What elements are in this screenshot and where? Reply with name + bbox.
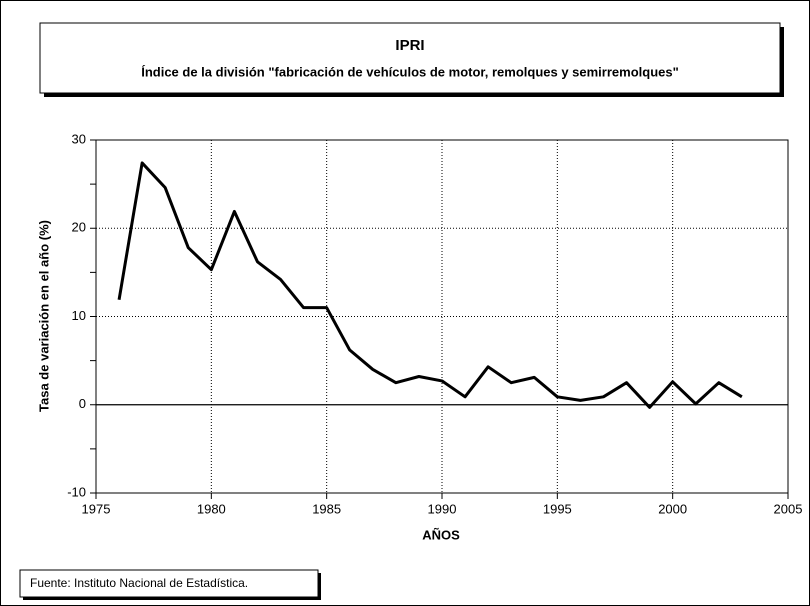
title-box [39, 22, 781, 94]
x-tick-label: 1975 [82, 501, 111, 516]
y-tick-label: 0 [79, 396, 86, 411]
chart-subtitle: Índice de la división "fabricación de ve… [141, 64, 679, 79]
y-tick-label: 10 [72, 308, 86, 323]
x-axis-label: AÑOS [422, 527, 460, 542]
x-tick-label: 1995 [543, 501, 572, 516]
y-axis-label: Tasa de variación en el año (%) [36, 220, 51, 412]
x-tick-label: 1990 [428, 501, 457, 516]
y-tick-label: -10 [67, 484, 86, 499]
y-tick-label: 30 [72, 131, 86, 146]
y-tick-label: 20 [72, 220, 86, 235]
x-tick-label: 2005 [774, 501, 803, 516]
data-line [117, 161, 743, 409]
x-tick-label: 2000 [658, 501, 687, 516]
chart-title: IPRI [395, 37, 424, 54]
x-tick-label: 1980 [197, 501, 226, 516]
source-box [19, 569, 319, 598]
plot-border [95, 139, 789, 494]
source: Fuente: Instituto Nacional de Estadístic… [30, 576, 248, 590]
x-tick-label: 1985 [312, 501, 341, 516]
